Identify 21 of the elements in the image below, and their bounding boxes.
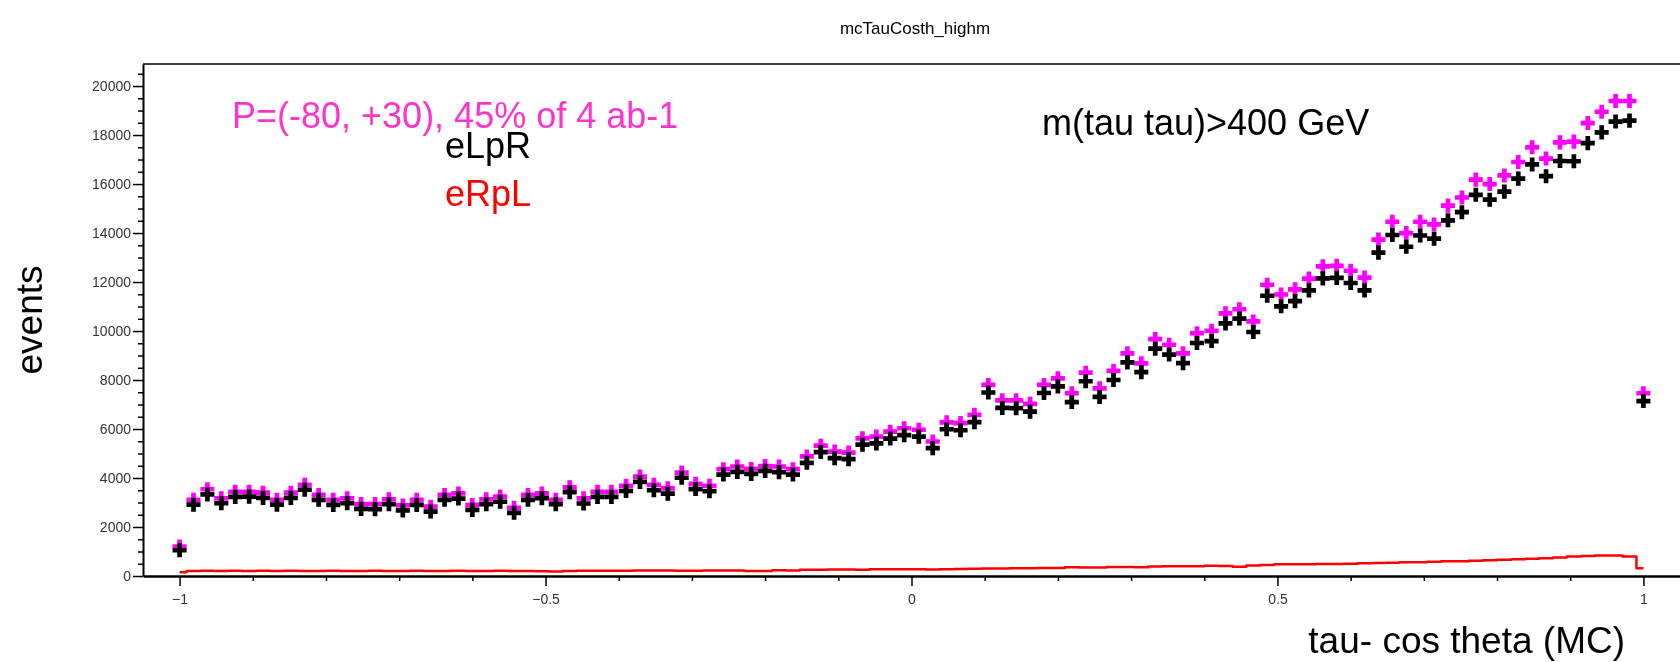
y-tick-label: 20000 xyxy=(92,78,132,95)
text: eRpL xyxy=(445,173,532,214)
y-axis-title: events xyxy=(9,265,50,375)
y-tick-label: 16000 xyxy=(92,176,132,193)
x-tick-label: 0 xyxy=(908,590,917,607)
x-tick-label: 1 xyxy=(1640,590,1649,607)
y-tick-label: 12000 xyxy=(92,274,132,291)
y-tick-label: 2000 xyxy=(99,518,132,535)
annotation: m(tau tau)>400 GeV xyxy=(1042,102,1370,143)
y-tick-label: 4000 xyxy=(99,469,132,486)
x-tick-label: −1 xyxy=(172,590,189,607)
y-tick-label: 10000 xyxy=(92,323,132,339)
y-tick-label: 0 xyxy=(123,567,132,584)
y-tick-label: 8000 xyxy=(99,372,132,388)
y-tick-label: 18000 xyxy=(92,127,132,144)
x-tick-label: −0.5 xyxy=(532,590,561,607)
chart-title: mcTauCosth_highm xyxy=(839,19,991,38)
x-tick-label: 0.5 xyxy=(1268,590,1288,607)
y-tick-label: 14000 xyxy=(92,225,132,242)
x-axis-title: tau- cos theta (MC) xyxy=(1308,620,1625,661)
y-tick-label: 6000 xyxy=(99,420,132,437)
